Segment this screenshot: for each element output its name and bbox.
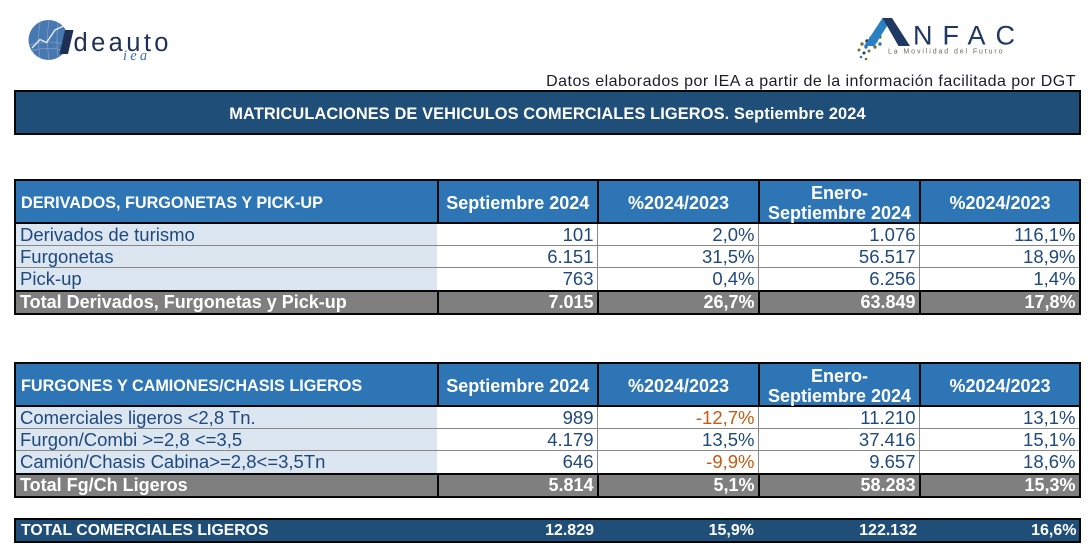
column-header: Enero- Septiembre 2024 [758, 181, 919, 223]
row-label: Furgon/Combi >=2,8 <=3,5 [16, 429, 437, 451]
grand-total-value: 12.829 [545, 521, 594, 539]
row-label: Comerciales ligeros <2,8 Tn. [16, 407, 437, 429]
row-label: Furgonetas [16, 246, 437, 268]
table-row: Derivados de turismo 101 2,0% 1.076 116,1% [16, 224, 1079, 246]
table-row: Furgonetas 6.151 31,5% 56.517 18,9% [16, 246, 1079, 268]
row-value: 763 [436, 268, 597, 290]
total-value: 5.814 [436, 475, 598, 496]
total-value: 5,1% [597, 475, 758, 496]
total-value: 7.015 [436, 292, 598, 313]
row-value: 646 [436, 451, 597, 473]
column-header: %2024/2023 [919, 181, 1079, 223]
table-row: Furgon/Combi >=2,8 <=3,5 4.179 13,5% 37.416… [16, 429, 1079, 451]
row-label: Derivados de turismo [16, 224, 437, 246]
row-label: Pick-up [16, 268, 437, 290]
table-row: Camión/Chasis Cabina>=2,8<=3,5Tn 646 -9,9%… [16, 451, 1079, 473]
report-title: MATRICULACIONES DE VEHICULOS COMERCIALES… [229, 104, 866, 123]
table-total-row: Total Derivados, Furgonetas y Pick-up 7.0… [16, 290, 1079, 313]
grand-total-bar: TOTAL COMERCIALES LIGEROS 12.829 15,9% 1… [14, 518, 1081, 543]
grand-total-value: 122.132 [859, 521, 917, 539]
total-label: Total Fg/Ch Ligeros [20, 475, 188, 495]
row-value: 18,6% [919, 451, 1079, 473]
ideauto-chart-line [31, 25, 64, 49]
row-value: 6.151 [436, 246, 597, 268]
total-value: 58.283 [758, 475, 919, 496]
grand-total-value: 16,6% [1031, 521, 1077, 539]
column-header: Enero- Septiembre 2024 [758, 364, 919, 406]
anfac-tagline: La Movilidad del Futuro [888, 49, 1004, 56]
column-header: %2024/2023 [919, 364, 1079, 406]
ideauto-logo: deauto iea [28, 19, 172, 64]
total-value: 17,8% [919, 292, 1079, 313]
row-value: 37.416 [758, 429, 919, 451]
row-value: 989 [436, 407, 597, 429]
ideauto-i-slab [59, 30, 74, 54]
total-label: Total Derivados, Furgonetas y Pick-up [20, 292, 347, 312]
row-value: 6.256 [758, 268, 919, 290]
column-header: Septiembre 2024 [436, 181, 598, 223]
row-value: 101 [436, 224, 597, 246]
row-value: 1.076 [758, 224, 919, 246]
anfac-a-right [882, 18, 910, 46]
source-note: Datos elaborados por IEA a partir de la … [546, 73, 1076, 90]
ideauto-script: iea [123, 48, 150, 64]
table-header-title: FURGONES Y CAMIONES/CHASIS LIGEROS [21, 376, 363, 395]
table-header-title: DERIVADOS, FURGONETAS Y PICK-UP [21, 193, 323, 212]
column-header: %2024/2023 [597, 364, 758, 406]
row-value: 4.179 [436, 429, 597, 451]
anfac-a-left [864, 18, 892, 46]
grand-total-value: 15,9% [708, 521, 754, 539]
row-value: 9.657 [758, 451, 919, 473]
table-total-row: Total Fg/Ch Ligeros 5.814 5,1% 58.283 15,3% [16, 473, 1079, 496]
anfac-wordmark: NFAC [913, 21, 1025, 51]
row-label: Camión/Chasis Cabina>=2,8<=3,5Tn [16, 451, 437, 473]
anfac-logo: NFAC La Movilidad del Futuro [857, 18, 1025, 61]
row-value: 13,5% [597, 429, 758, 451]
row-value: 18,9% [919, 246, 1079, 268]
column-header: Septiembre 2024 [436, 364, 598, 406]
ideauto-wordmark: deauto [74, 29, 172, 57]
total-value: 63.849 [758, 292, 919, 313]
table-row: Comerciales ligeros <2,8 Tn. 989 -12,7% 11.… [16, 407, 1079, 429]
row-value: 31,5% [597, 246, 758, 268]
report-title-bar: MATRICULACIONES DE VEHICULOS COMERCIALES… [14, 90, 1081, 135]
row-value: -9,9% [597, 451, 758, 473]
grand-total-label: TOTAL COMERCIALES LIGEROS [21, 521, 269, 539]
row-value: 1,4% [919, 268, 1079, 290]
table-header-row: DERIVADOS, FURGONETAS Y PICK-UP Septiembr… [16, 181, 1079, 224]
row-value: 0,4% [597, 268, 758, 290]
table-furgones: FURGONES Y CAMIONES/CHASIS LIGEROS Septie… [14, 362, 1081, 498]
row-value: 13,1% [919, 407, 1079, 429]
row-value: 56.517 [758, 246, 919, 268]
total-value: 26,7% [597, 292, 758, 313]
table-derivados: DERIVADOS, FURGONETAS Y PICK-UP Septiembr… [14, 179, 1081, 315]
row-value: 11.210 [758, 407, 919, 429]
table-header-row: FURGONES Y CAMIONES/CHASIS LIGEROS Septie… [16, 364, 1079, 407]
row-value: 15,1% [919, 429, 1079, 451]
column-header: %2024/2023 [597, 181, 758, 223]
table-row: Pick-up 763 0,4% 6.256 1,4% [16, 268, 1079, 290]
row-value: 2,0% [597, 224, 758, 246]
row-value: -12,7% [597, 407, 758, 429]
total-value: 15,3% [919, 475, 1079, 496]
row-value: 116,1% [919, 224, 1079, 246]
